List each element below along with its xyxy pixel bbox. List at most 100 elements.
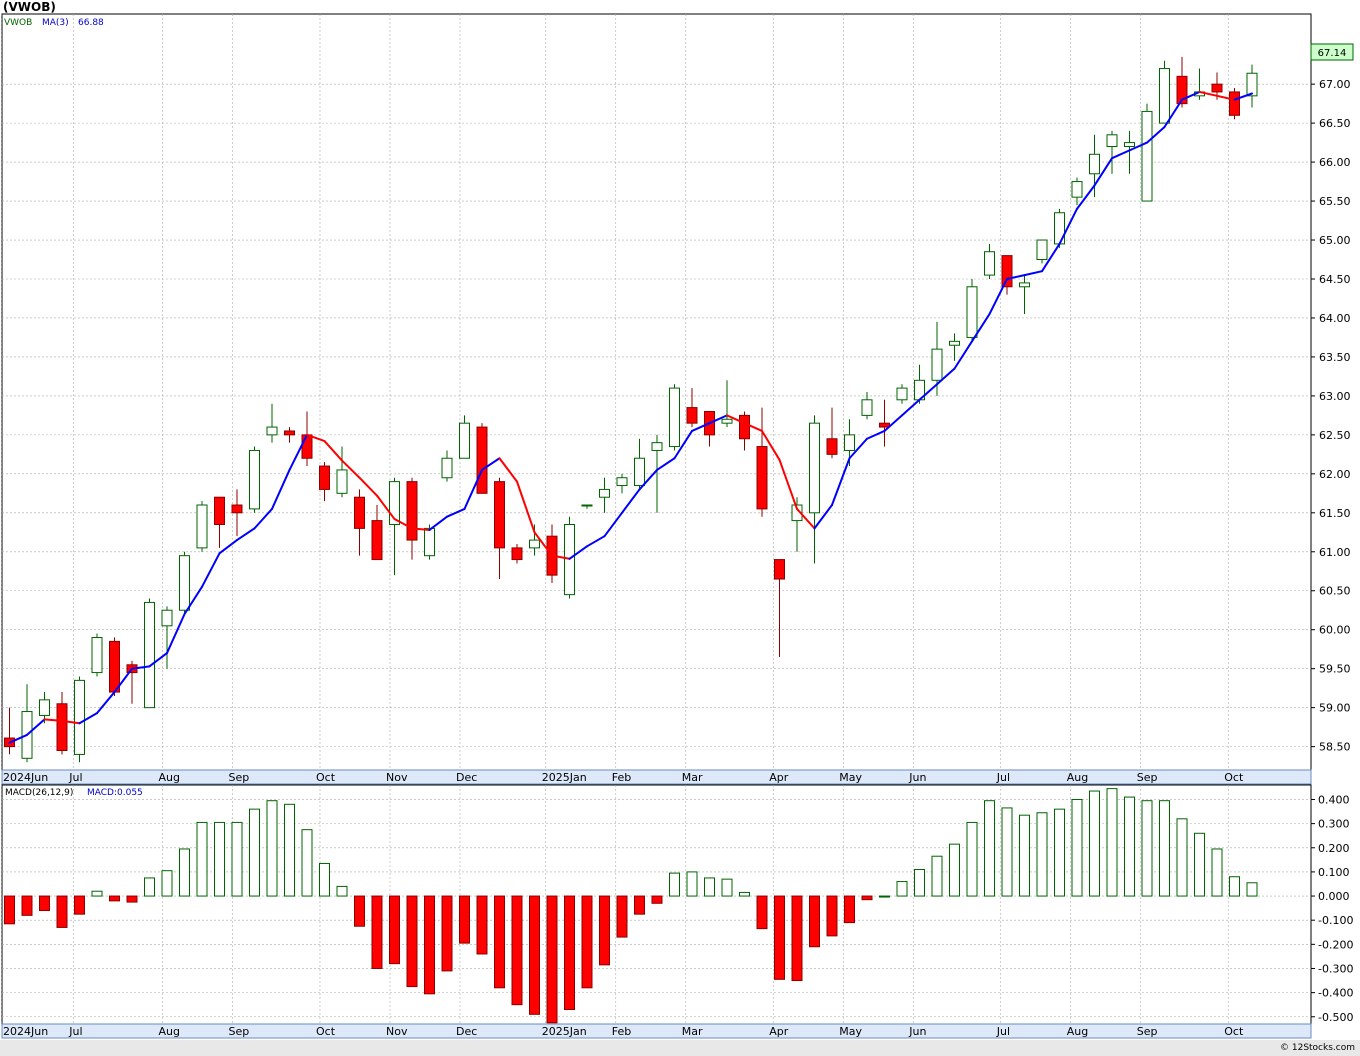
macd-bar-positive xyxy=(266,800,278,897)
candle-body xyxy=(1071,181,1083,198)
ma-segment xyxy=(1006,274,1026,280)
candle-up xyxy=(1106,130,1118,174)
candle-body xyxy=(144,601,155,709)
ma-segment xyxy=(376,494,396,521)
candle-body xyxy=(1054,212,1065,245)
candle-up xyxy=(266,403,278,443)
macd-tick-label: -0.400 xyxy=(1318,987,1353,1000)
macd-date-label: Aug xyxy=(1067,1025,1088,1038)
candle-body xyxy=(266,426,278,436)
candle-down xyxy=(354,489,365,556)
candle-body xyxy=(809,422,820,514)
candle-body xyxy=(91,637,103,674)
ma-segment xyxy=(253,507,273,530)
candle-body xyxy=(389,481,400,525)
candle-body xyxy=(231,504,243,514)
candle-body xyxy=(984,251,995,276)
ma-segment xyxy=(393,518,413,530)
candle-body xyxy=(319,465,330,490)
ma-segment xyxy=(638,468,658,491)
candle-body xyxy=(686,407,698,424)
ma-segment xyxy=(918,383,938,401)
price-date-label: Nov xyxy=(386,771,408,784)
macd-bar-negative xyxy=(581,895,593,989)
price-tick-label: 60.00 xyxy=(1319,624,1351,637)
price-panel xyxy=(1,13,1312,771)
footer-band xyxy=(0,1040,1360,1056)
ma-segment xyxy=(586,535,606,548)
ma-segment xyxy=(516,480,536,534)
candle-body xyxy=(476,426,488,494)
candle-body xyxy=(826,438,838,455)
macd-bar-negative xyxy=(354,895,365,927)
price-date-axis-band xyxy=(1,769,1312,785)
price-date-label: Aug xyxy=(159,771,180,784)
price-date-label: Jul xyxy=(68,771,82,784)
candle-down xyxy=(756,407,768,517)
candle-body xyxy=(1124,142,1135,147)
candle-body xyxy=(336,469,348,494)
macd-bar-negative xyxy=(861,895,873,901)
candle-body xyxy=(879,422,890,428)
candle-down xyxy=(774,559,785,657)
candle-body xyxy=(844,434,855,451)
macd-date-label: 2024Jun xyxy=(3,1025,48,1038)
candle-up xyxy=(896,384,908,404)
candle-body xyxy=(1001,255,1013,288)
candle-up xyxy=(39,692,50,724)
macd-tick-label: 0.200 xyxy=(1318,842,1350,855)
price-tick-label: 65.00 xyxy=(1319,234,1351,247)
candle-body xyxy=(196,504,208,549)
candle-down xyxy=(284,427,295,443)
macd-bar-positive xyxy=(896,881,908,897)
ma-segment xyxy=(656,457,676,471)
macd-date-label: Jul xyxy=(68,1025,82,1038)
price-tick-label: 65.50 xyxy=(1319,195,1351,208)
candle-up xyxy=(809,415,820,564)
ma-segment xyxy=(1023,270,1043,277)
ma-segment xyxy=(1111,149,1131,160)
ma-segment xyxy=(43,718,63,722)
macd-bar-negative xyxy=(74,895,85,915)
price-tick-label: 62.50 xyxy=(1319,429,1351,442)
ma-segment xyxy=(761,429,781,461)
price-date-label: May xyxy=(839,771,862,784)
candle-body xyxy=(424,527,435,557)
candle-up xyxy=(651,434,663,513)
candle-body xyxy=(756,446,768,510)
macd-bar-positive xyxy=(1159,800,1170,897)
macd-bar-negative xyxy=(494,895,505,989)
price-date-label: Oct xyxy=(316,771,336,784)
ma-segment xyxy=(1216,94,1236,101)
candle-up xyxy=(634,438,645,490)
candle-up xyxy=(669,384,680,451)
ma-segment xyxy=(848,437,868,460)
price-date-label: Sep xyxy=(1137,771,1158,784)
candle-body xyxy=(1246,72,1258,97)
macd-date-axis-band xyxy=(1,1023,1312,1039)
axes: 58.50 59.00 59.50 60.00 60.50 61.00 61.50 62.00… xyxy=(3,78,1353,1038)
macd-bar-positive xyxy=(914,868,925,897)
macd-bar-negative xyxy=(651,895,663,904)
ma-segment xyxy=(166,613,186,655)
candle-body xyxy=(616,477,628,487)
candle-body xyxy=(249,449,260,510)
macd-bar-negative xyxy=(546,895,558,1024)
ma-segment xyxy=(1093,157,1113,187)
candle-body xyxy=(581,504,593,507)
macd-tick-label: 0.000 xyxy=(1318,890,1350,903)
ma-segment xyxy=(1181,90,1201,101)
candle-body xyxy=(949,340,960,346)
macd-bar-positive xyxy=(179,848,190,897)
price-date-label: Dec xyxy=(456,771,477,784)
candle-down xyxy=(494,477,505,580)
candle-body xyxy=(1019,282,1030,288)
candle-body xyxy=(56,703,68,752)
candle-up xyxy=(1141,103,1153,202)
macd-bar-negative xyxy=(109,895,120,902)
macd-bar-negative xyxy=(459,895,470,944)
macd-bar-positive xyxy=(301,829,313,897)
ma-segment xyxy=(446,507,466,518)
macd-bar-positive xyxy=(1089,790,1100,897)
macd-bar-positive xyxy=(1019,814,1030,897)
